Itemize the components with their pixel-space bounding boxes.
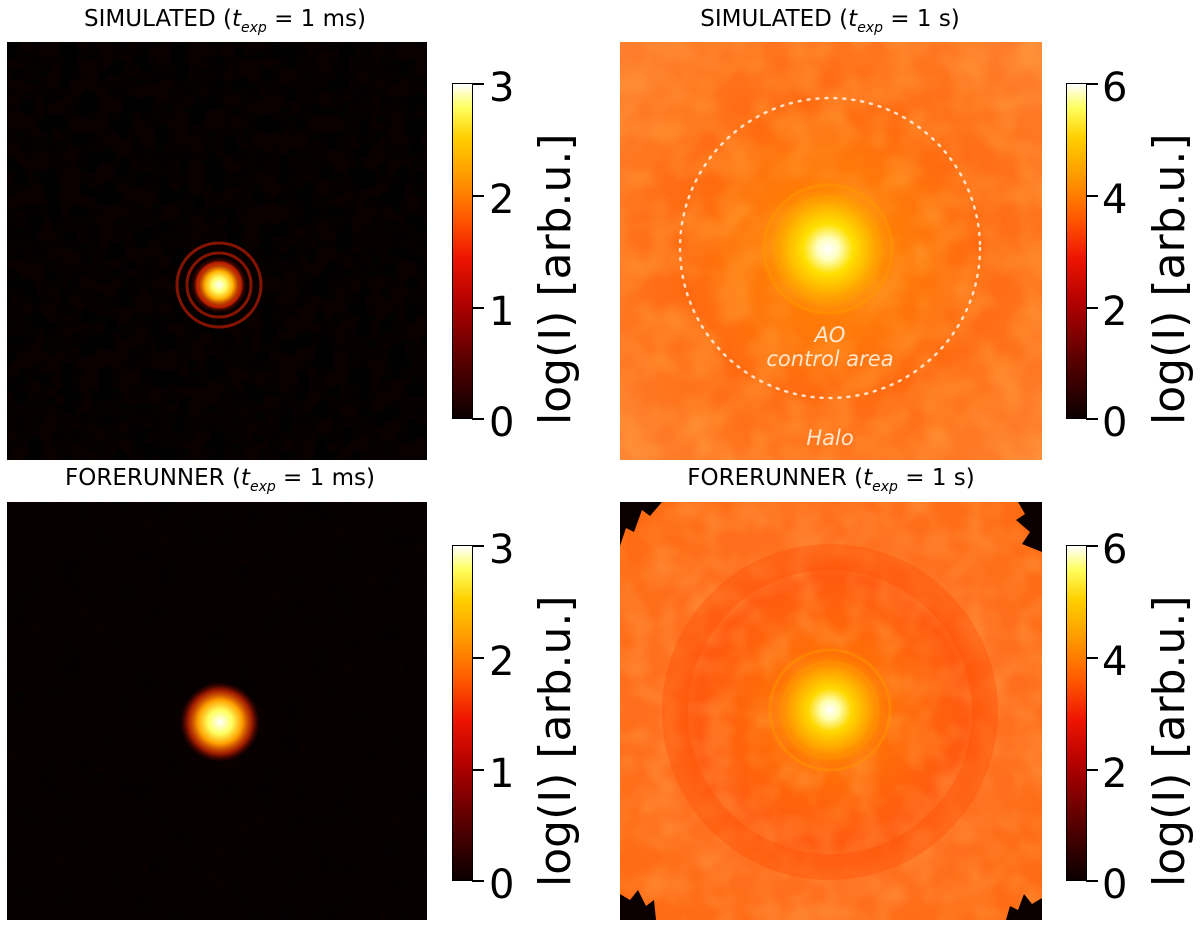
cbar-tick (472, 83, 484, 85)
title-sub: exp (249, 479, 276, 495)
panel-title-simulated-1ms: SIMULATED (texp = 1 ms) (20, 6, 430, 36)
cbar-tick (472, 657, 484, 659)
annotation-control-area-text: control area (766, 347, 894, 372)
cbar-tick-label: 0 (489, 862, 515, 908)
title-suffix: = 1 s) (882, 6, 960, 32)
annotation-ao: AO (814, 323, 846, 347)
cbar-tick-label: 6 (1102, 65, 1128, 111)
psf-image-forerunner-1s (620, 502, 1042, 920)
colorbar-label: log(I) [arb.u.] (530, 595, 581, 887)
cbar-tick-label: 2 (1102, 289, 1128, 335)
cbar-tick-label: 1 (489, 751, 515, 797)
cbar-tick-label: 2 (489, 639, 515, 685)
colorbar-forerunner-1s (1066, 545, 1087, 881)
cbar-tick (1086, 657, 1098, 659)
cbar-tick-label: 4 (1102, 177, 1128, 223)
title-t: t (231, 6, 241, 32)
panel-title-simulated-1s: SIMULATED (texp = 1 s) (620, 6, 1040, 36)
title-t: t (240, 465, 250, 491)
cbar-tick (1086, 418, 1098, 420)
cbar-tick (1086, 195, 1098, 197)
title-prefix: SIMULATED ( (700, 6, 849, 32)
cbar-tick (1086, 307, 1098, 309)
psf-image-simulated-1ms (7, 42, 427, 460)
cbar-tick (472, 545, 484, 547)
colorbar-simulated-1ms (452, 83, 473, 419)
annotation-control-area: AO control area (730, 323, 930, 371)
annotation-halo: Halo (806, 426, 854, 450)
cbar-tick-label: 4 (1102, 639, 1128, 685)
title-prefix: FORERUNNER ( (687, 465, 864, 491)
colorbar-forerunner-1ms (452, 545, 473, 881)
cbar-tick (472, 418, 484, 420)
title-t: t (848, 6, 858, 32)
psf-image-forerunner-1ms (7, 502, 427, 920)
panel-title-forerunner-1s: FORERUNNER (texp = 1 s) (620, 465, 1042, 495)
psf-image-simulated-1s (620, 42, 1042, 460)
title-t: t (863, 465, 873, 491)
title-sub: exp (857, 20, 883, 36)
cbar-tick-label: 0 (1102, 862, 1128, 908)
cbar-tick-label: 6 (1102, 527, 1128, 573)
cbar-tick (472, 307, 484, 309)
cbar-tick (472, 195, 484, 197)
title-sub: exp (872, 479, 898, 495)
cbar-tick (1086, 545, 1098, 547)
title-suffix: = 1 ms) (266, 6, 366, 32)
cbar-tick-label: 0 (1102, 400, 1128, 446)
cbar-tick-label: 0 (489, 400, 515, 446)
title-prefix: SIMULATED ( (84, 6, 232, 32)
cbar-tick (1086, 769, 1098, 771)
cbar-tick (472, 880, 484, 882)
cbar-tick (472, 769, 484, 771)
title-prefix: FORERUNNER ( (65, 465, 241, 491)
cbar-tick-label: 3 (489, 527, 515, 573)
colorbar-label: log(I) [arb.u.] (530, 133, 581, 425)
panel-title-forerunner-1ms: FORERUNNER (texp = 1 ms) (10, 465, 430, 495)
colorbar-label: log(I) [arb.u.] (1144, 133, 1195, 425)
cbar-tick-label: 2 (1102, 751, 1128, 797)
title-suffix: = 1 ms) (275, 465, 375, 491)
cbar-tick-label: 3 (489, 65, 515, 111)
cbar-tick-label: 1 (489, 289, 515, 335)
colorbar-simulated-1s (1066, 83, 1087, 419)
title-sub: exp (240, 20, 267, 36)
colorbar-label: log(I) [arb.u.] (1144, 595, 1195, 887)
title-suffix: = 1 s) (897, 465, 975, 491)
cbar-tick (1086, 880, 1098, 882)
cbar-tick-label: 2 (489, 177, 515, 223)
cbar-tick (1086, 83, 1098, 85)
